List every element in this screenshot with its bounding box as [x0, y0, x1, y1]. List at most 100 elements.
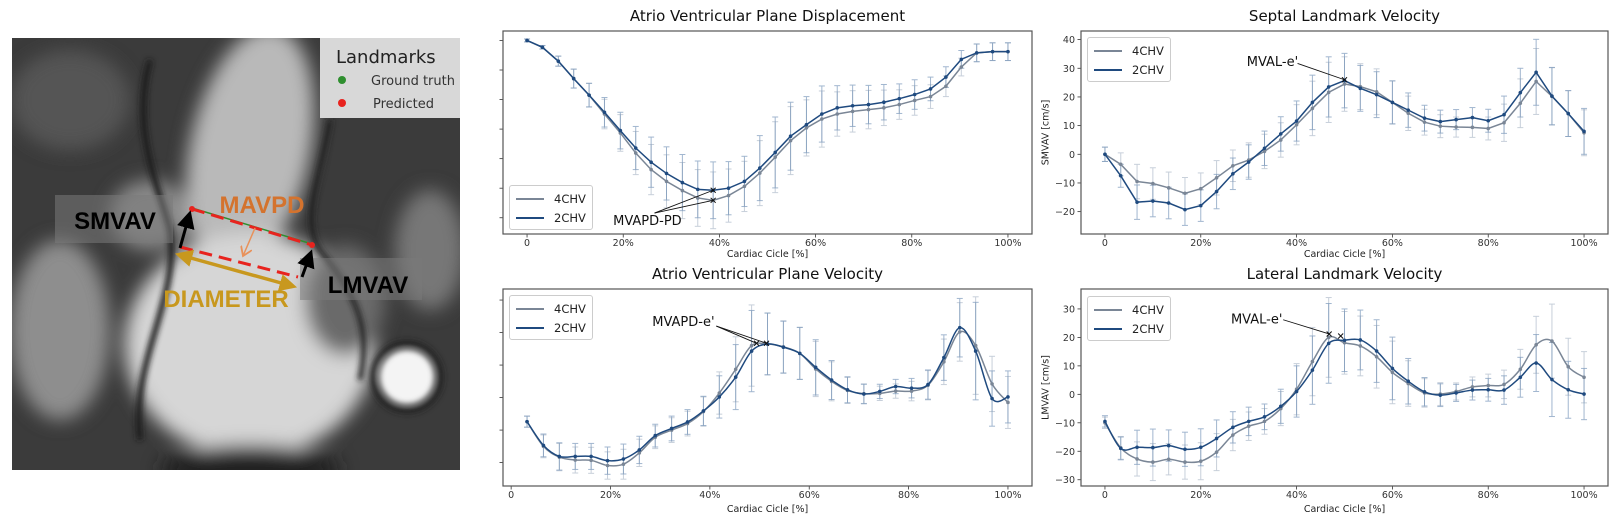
line-swatch-icon [516, 197, 544, 200]
data-point-2chv [587, 93, 591, 97]
error-bar [1293, 100, 1300, 142]
error-bar [679, 161, 686, 220]
error-bar [1213, 433, 1220, 472]
data-point-4chv [749, 343, 754, 348]
y-tick-label: 0 [1069, 390, 1075, 401]
error-bar [812, 339, 819, 396]
error-bar [849, 90, 856, 133]
x-marker-icon [1337, 333, 1344, 339]
diameter-arrow-icon [174, 249, 298, 292]
data-point-2chv [621, 457, 626, 461]
predicted-dot [309, 242, 315, 248]
data-point-4chv [1262, 419, 1267, 424]
error-bar [756, 140, 763, 207]
error-bar [1277, 122, 1284, 158]
chart-title-septal: Septal Landmark Velocity [1248, 7, 1441, 25]
data-point-2chv [557, 454, 562, 459]
legend-entry-4chv: 4CHV [516, 189, 586, 208]
data-point-4chv [742, 184, 747, 189]
x-marker-icon [753, 340, 760, 347]
data-point-2chv [1438, 393, 1443, 397]
error-bar [1357, 315, 1364, 377]
error-bar [1181, 431, 1188, 467]
error-bar [896, 83, 903, 114]
error-bar [732, 336, 739, 403]
data-point-2chv [1151, 445, 1155, 450]
data-point-2chv [1262, 146, 1267, 151]
error-bar [1469, 376, 1476, 398]
data-point-4chv [850, 109, 855, 114]
error-bar [1373, 71, 1380, 119]
error-bar [1134, 441, 1141, 477]
error-bar [1533, 38, 1540, 106]
error-bar [679, 154, 686, 212]
lmvav-label: LMVAV [328, 272, 408, 299]
data-point-2chv [1262, 415, 1267, 419]
data-point-2chv [525, 38, 529, 43]
legend-title: Landmarks [336, 47, 436, 68]
data-point-4chv [1326, 335, 1331, 340]
y-tick-label: −10 [1055, 418, 1075, 429]
error-bar [663, 154, 670, 209]
data-point-2chv [882, 100, 886, 105]
error-bar [524, 415, 531, 428]
data-point-4chv [1310, 106, 1315, 111]
annotation-label: MVAL-e' [1247, 55, 1298, 70]
data-point-4chv [1262, 149, 1267, 154]
error-bar [942, 66, 949, 88]
data-point-2chv [850, 103, 855, 108]
error-bar [1485, 116, 1492, 141]
data-point-2chv [1294, 389, 1299, 394]
error-bar [1149, 184, 1156, 218]
error-bar [1229, 418, 1236, 452]
data-point-2chv [1406, 108, 1411, 112]
data-point-2chv [602, 110, 607, 115]
data-point-2chv [1454, 391, 1458, 395]
data-point-4chv [788, 138, 793, 143]
data-point-2chv [589, 454, 593, 459]
data-point-4chv [1198, 459, 1203, 464]
legend-label: 2CHV [1132, 321, 1164, 336]
error-bar [1261, 130, 1268, 166]
error-bar [1293, 363, 1300, 416]
data-point-4chv [726, 193, 731, 198]
data-point-4chv [845, 388, 850, 393]
error-bar [1293, 365, 1300, 418]
x-marker-stroke [1337, 333, 1344, 339]
x-tick-label: 0 [508, 490, 514, 501]
x-marker-stroke [710, 187, 717, 194]
error-bar [942, 75, 949, 98]
error-bar [860, 383, 867, 405]
data-point-2chv [1550, 377, 1554, 382]
data-point-2chv [1214, 436, 1219, 441]
data-point-2chv [573, 454, 578, 459]
data-point-4chv [893, 389, 898, 393]
y-tick-label: 30 [1063, 64, 1075, 75]
data-point-4chv [618, 131, 623, 135]
data-point-2chv [1534, 70, 1538, 75]
x-marker-stroke [710, 197, 717, 204]
data-point-2chv [804, 122, 809, 127]
annotation-label: MVAPD-PD [613, 214, 682, 229]
data-point-2chv [813, 365, 818, 370]
error-bar [1485, 377, 1492, 402]
error-bar [1117, 163, 1124, 188]
error-bar [1437, 109, 1444, 134]
error-bar [1565, 360, 1572, 419]
data-point-2chv [1582, 392, 1586, 396]
error-bar [648, 143, 655, 196]
error-bar [1421, 377, 1428, 407]
error-bar [1517, 78, 1524, 129]
error-bar [1517, 67, 1524, 118]
y-tick-label: 40 [1063, 35, 1075, 46]
data-point-4chv [1422, 391, 1427, 395]
data-point-2chv [957, 325, 962, 330]
error-bar [911, 79, 918, 110]
data-point-2chv [1358, 86, 1363, 91]
legend-label: 4CHV [554, 191, 586, 206]
x-axis-label: Cardiac Cicle [%] [726, 249, 809, 260]
data-point-2chv [701, 409, 706, 413]
error-bar [1548, 66, 1555, 126]
x-tick-label: 80% [901, 238, 922, 249]
legend-item-ground-truth: Ground truth [371, 74, 455, 89]
